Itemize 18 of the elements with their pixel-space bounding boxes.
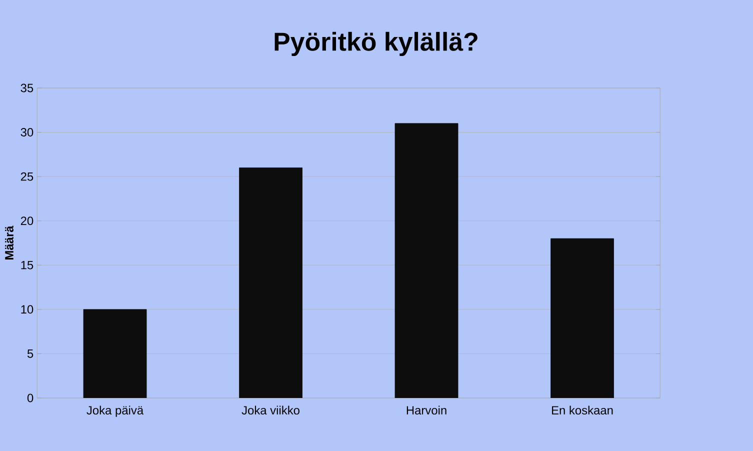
bar [83,309,147,398]
y-tick-label: 0 [27,394,34,402]
y-tick-label: 5 [27,350,34,358]
y-tick-label: 20 [20,216,34,226]
y-tick-label: 25 [20,172,34,181]
y-axis-title: Määrä [5,226,14,260]
bar [239,168,302,398]
x-tick-label: En koskaan [552,406,613,415]
y-tick-label: 15 [21,260,34,270]
x-tick-label: Joka päivä [86,406,144,417]
y-tick-label: 30 [20,128,34,136]
chart-title: Pyöritkö kylällä? [274,32,478,56]
bar [550,238,614,398]
x-tick-label: Joka viikko [242,406,300,415]
y-tick-label: 10 [21,305,34,314]
bar [394,123,458,398]
y-tick-label: 35 [20,84,34,92]
x-tick-label: Harvoin [406,406,446,415]
